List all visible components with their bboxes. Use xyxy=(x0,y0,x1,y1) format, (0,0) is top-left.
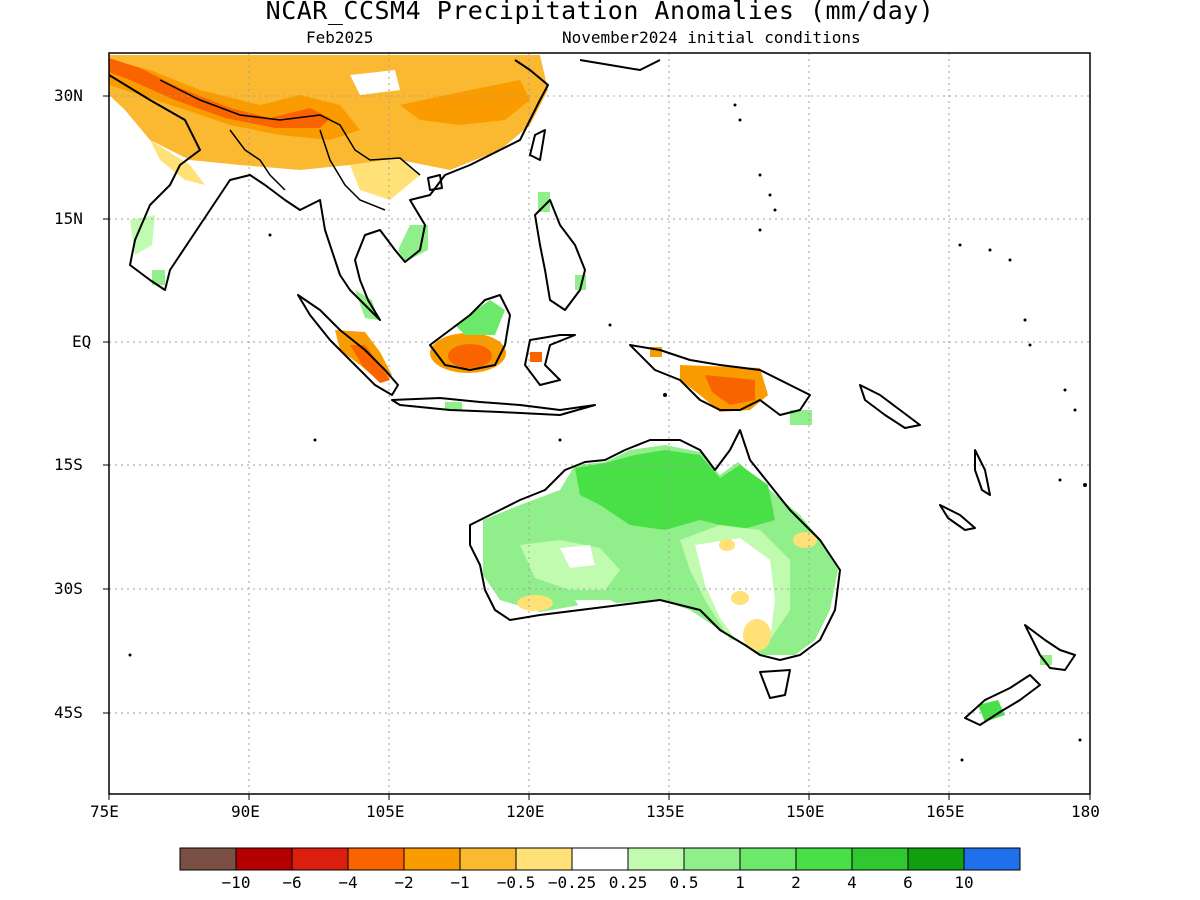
anomaly-wet-borneo-north xyxy=(455,300,505,335)
coast-java xyxy=(391,397,596,416)
lon-label-75e: 75E xyxy=(90,802,119,821)
colorbar-tick-label: −6 xyxy=(282,873,301,892)
anomaly-neutral-australia-east xyxy=(695,538,775,645)
anomaly-dry-patch-png-west xyxy=(650,347,662,357)
coast-tasmania xyxy=(759,669,791,699)
colorbar-swatch xyxy=(235,847,293,871)
forecast-month: Feb2025 xyxy=(306,28,374,47)
anomaly-dry-patch-sulawesi xyxy=(530,352,542,362)
anomaly-wet-png-east xyxy=(790,410,812,425)
lat-label-eq: EQ xyxy=(72,332,92,351)
country-borders xyxy=(159,79,421,211)
coast-vanuatu-new-caledonia xyxy=(939,449,991,531)
lon-label-180: 180 xyxy=(1071,802,1100,821)
colorbar-tick-label: 0.5 xyxy=(670,873,699,892)
coast-solomon-islands xyxy=(859,384,921,429)
coast-sumatra xyxy=(297,294,399,396)
lon-label-135e: 135E xyxy=(646,802,685,821)
colorbar-swatch xyxy=(683,847,741,871)
colorbar-tick-label: −4 xyxy=(338,873,357,892)
coastlines xyxy=(109,59,1076,726)
colorbar-swatch xyxy=(795,847,853,871)
anomaly-very-dry-new-guinea xyxy=(705,375,755,405)
colorbar-tick-label: 4 xyxy=(847,873,857,892)
anomaly-wet-new-zealand xyxy=(978,700,1005,722)
coast-new-guinea xyxy=(629,344,811,416)
colorbar-swatch xyxy=(851,847,909,871)
anomaly-wet-sri-lanka xyxy=(152,270,165,285)
initial-conditions-label: November2024 initial conditions xyxy=(562,28,861,47)
axis-ticks xyxy=(103,95,1091,800)
colorbar-tick-label: −2 xyxy=(394,873,413,892)
lat-label-45s: 45S xyxy=(54,703,83,722)
anomaly-dry-australia-east xyxy=(793,532,817,548)
map-frame-contents xyxy=(109,53,1090,794)
colorbar-swatch xyxy=(907,847,965,871)
small-islands xyxy=(128,103,1087,794)
colorbar-tick-label: −10 xyxy=(222,873,251,892)
colorbar-swatch xyxy=(739,847,797,871)
anomaly-wet-spot-tibet xyxy=(350,70,400,95)
lon-label-120e: 120E xyxy=(506,802,545,821)
coast-hainan xyxy=(427,174,443,191)
coast-japan-korea xyxy=(579,59,661,71)
map-frame xyxy=(108,52,1091,795)
anomaly-shading xyxy=(109,55,1052,722)
anomaly-very-dry-himalaya xyxy=(109,58,330,128)
anomaly-wet-philippines xyxy=(538,192,586,290)
coast-new-zealand-south xyxy=(964,674,1041,726)
colorbar-swatch xyxy=(459,847,517,871)
anomaly-very-dry-borneo xyxy=(448,344,492,368)
map-title: NCAR_CCSM4 Precipitation Anomalies (mm/d… xyxy=(265,0,935,25)
colorbar-swatch xyxy=(963,847,1021,871)
anomaly-moderate-wet-australia-north xyxy=(575,450,775,530)
colorbar-tick-label: 10 xyxy=(954,873,973,892)
colorbar-swatch xyxy=(515,847,573,871)
colorbar-tick-label: 1 xyxy=(735,873,745,892)
anomaly-wet-indochina xyxy=(398,225,428,262)
anomaly-dry-australia-se xyxy=(743,619,771,651)
lon-label-165e: 165E xyxy=(926,802,965,821)
coast-borneo xyxy=(429,294,511,371)
anomaly-very-dry-sumatra xyxy=(350,345,390,383)
colorbar-swatch xyxy=(571,847,629,871)
lat-label-15s: 15S xyxy=(54,455,83,474)
colorbar-tick-label: 6 xyxy=(903,873,913,892)
anomaly-dry-china-east xyxy=(400,80,530,125)
graticule xyxy=(109,53,1090,794)
anomaly-wet-india-west xyxy=(130,215,155,255)
colorbar-swatch xyxy=(347,847,405,871)
coast-sulawesi xyxy=(524,334,576,386)
colorbar-swatch xyxy=(627,847,685,871)
colorbar-tick-label: −0.5 xyxy=(497,873,536,892)
colorbar-tick-label: −1 xyxy=(450,873,469,892)
coast-philippines xyxy=(534,199,586,311)
coast-asia xyxy=(109,59,549,321)
anomaly-dry-australia-ne xyxy=(719,539,735,551)
lon-label-105e: 105E xyxy=(366,802,405,821)
coast-new-zealand-north xyxy=(1024,624,1076,671)
colorbar-swatch xyxy=(179,847,237,871)
lat-label-30s: 30S xyxy=(54,579,83,598)
lon-label-150e: 150E xyxy=(786,802,825,821)
anomaly-dry-asia-light xyxy=(150,140,420,200)
colorbar: −10 −6 −4 −2 −1 −0.5 −0.25 0.25 0.5 1 2 4 6 10 xyxy=(179,847,1021,892)
colorbar-tick-label: 2 xyxy=(791,873,801,892)
lat-label-30n: 30N xyxy=(54,86,83,105)
colorbar-swatch xyxy=(291,847,349,871)
colorbar-tick-label: −0.25 xyxy=(548,873,596,892)
lat-label-15n: 15N xyxy=(54,209,83,228)
anomaly-dry-australia-sw xyxy=(517,595,553,611)
lon-label-90e: 90E xyxy=(231,802,260,821)
anomaly-neutral-australia-west xyxy=(560,545,620,608)
colorbar-swatch xyxy=(403,847,461,871)
colorbar-tick-label: 0.25 xyxy=(609,873,648,892)
anomaly-wet-java xyxy=(445,402,462,410)
coast-taiwan xyxy=(529,129,546,161)
anomaly-dry-australia-center xyxy=(731,591,749,605)
coast-australia xyxy=(469,429,841,661)
